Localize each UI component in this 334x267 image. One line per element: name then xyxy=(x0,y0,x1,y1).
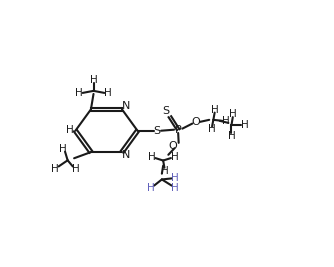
Text: S: S xyxy=(162,106,169,116)
Text: S: S xyxy=(153,126,161,136)
Text: H: H xyxy=(161,166,168,176)
Text: H: H xyxy=(90,75,98,85)
Text: H: H xyxy=(71,164,79,174)
Text: N: N xyxy=(122,150,130,160)
Text: H: H xyxy=(75,88,82,98)
Text: H: H xyxy=(222,116,230,126)
Text: H: H xyxy=(59,144,67,154)
Text: O: O xyxy=(169,140,177,151)
Text: H: H xyxy=(147,183,154,193)
Text: H: H xyxy=(227,131,235,141)
Text: H: H xyxy=(208,124,216,134)
Text: H: H xyxy=(171,183,179,193)
Text: H: H xyxy=(66,125,73,135)
Text: P: P xyxy=(175,125,182,135)
Text: H: H xyxy=(171,152,178,162)
Text: H: H xyxy=(105,88,112,98)
Text: H: H xyxy=(229,109,237,119)
Text: H: H xyxy=(241,120,249,130)
Text: H: H xyxy=(148,152,156,162)
Text: O: O xyxy=(191,117,200,127)
Text: N: N xyxy=(122,101,130,112)
Text: H: H xyxy=(211,105,218,115)
Text: H: H xyxy=(51,164,58,174)
Text: H: H xyxy=(171,173,179,183)
